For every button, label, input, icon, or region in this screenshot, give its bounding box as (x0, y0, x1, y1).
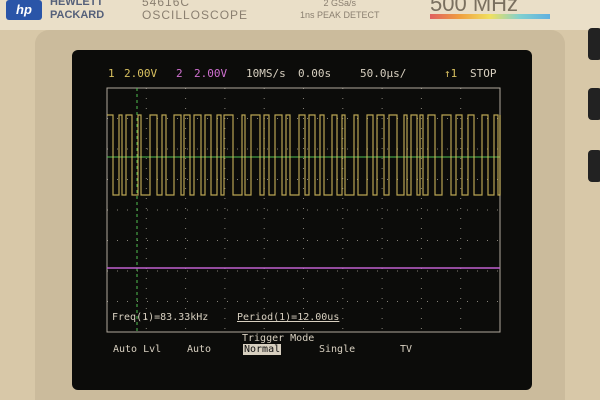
ch2-label: 2 (176, 67, 183, 80)
trigger-source: ↑1 (444, 67, 458, 80)
side-button[interactable] (588, 28, 600, 60)
side-button[interactable] (588, 88, 600, 120)
rainbow-stripe (430, 14, 550, 19)
softkey-single[interactable]: Single (319, 344, 356, 355)
softkey-menu-title: Trigger Mode (240, 333, 317, 344)
model-label: 54616C OSCILLOSCOPE (142, 0, 249, 22)
period-measurement: Period(1)=12.00us (237, 312, 340, 323)
timebase: 50.0µs/ (360, 67, 407, 80)
ch1-label: 1 (108, 67, 115, 80)
hp-logo: hp (6, 0, 42, 20)
softkey-tv[interactable]: TV (400, 344, 413, 355)
softkey-auto-lvl[interactable]: Auto Lvl (113, 344, 162, 355)
sample-rate: 10MS/s (246, 67, 286, 80)
spec-label: 2 GSa/s 1ns PEAK DETECT (300, 0, 380, 20)
softkey-auto[interactable]: Auto (187, 344, 212, 355)
softkey-normal[interactable]: Normal (243, 344, 282, 355)
side-button[interactable] (588, 150, 600, 182)
ch1-trace (107, 114, 501, 196)
run-state: STOP (470, 67, 497, 80)
instrument-header: hp HEWLETT PACKARD 54616C OSCILLOSCOPE 2 G… (0, 0, 600, 30)
ch1-scale: 2.00V (124, 67, 158, 80)
bandwidth-label: 500 MHz (430, 0, 519, 16)
freq-measurement: Freq(1)=83.33kHz (112, 312, 209, 323)
delay: 0.00s (298, 67, 332, 80)
ch2-scale: 2.00V (194, 67, 228, 80)
brand-name: HEWLETT PACKARD (50, 0, 105, 21)
